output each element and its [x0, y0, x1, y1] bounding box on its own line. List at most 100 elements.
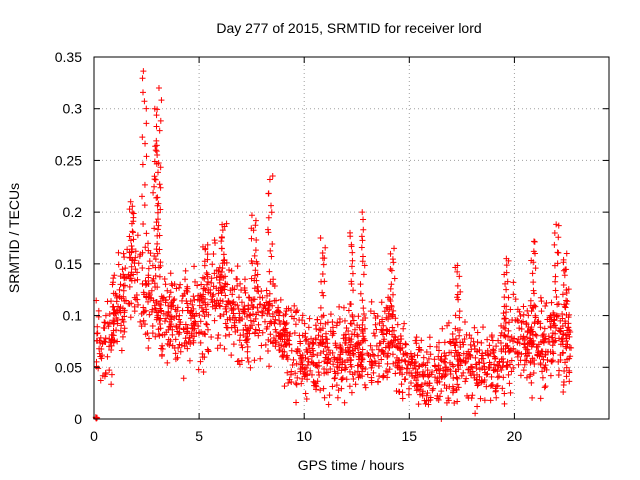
data-point — [442, 370, 449, 377]
data-point — [501, 400, 508, 407]
data-point — [317, 340, 324, 347]
data-point — [322, 244, 329, 251]
data-point — [235, 306, 242, 313]
data-point — [196, 312, 203, 319]
data-point — [383, 368, 390, 375]
data-point — [249, 301, 256, 308]
data-point — [253, 237, 260, 244]
data-point — [167, 338, 174, 345]
data-point — [361, 262, 368, 269]
data-point — [360, 305, 367, 312]
data-point — [388, 281, 395, 288]
data-point — [164, 359, 171, 366]
data-point — [276, 341, 283, 348]
data-point — [152, 283, 159, 290]
data-point — [514, 353, 521, 360]
data-point — [259, 329, 266, 336]
data-point — [340, 304, 347, 311]
data-point — [268, 320, 275, 327]
data-point — [402, 341, 409, 348]
data-point — [100, 324, 107, 331]
data-point — [540, 331, 547, 338]
data-point — [419, 388, 426, 395]
data-point — [152, 143, 159, 150]
data-point — [431, 356, 438, 363]
data-point — [371, 332, 378, 339]
data-point — [369, 362, 376, 369]
data-point — [174, 354, 181, 361]
data-point — [422, 400, 429, 407]
data-point — [255, 332, 262, 339]
data-point — [142, 140, 149, 147]
data-point — [520, 367, 527, 374]
data-point — [359, 297, 366, 304]
data-point — [96, 345, 103, 352]
data-point — [277, 321, 284, 328]
plot-frame — [93, 56, 610, 420]
data-point — [492, 366, 499, 373]
data-point — [134, 232, 141, 239]
data-point — [457, 288, 464, 295]
data-point — [462, 378, 469, 385]
data-point — [95, 307, 102, 314]
data-point — [211, 270, 218, 277]
data-point — [451, 353, 458, 360]
data-point — [401, 357, 408, 364]
data-point — [141, 202, 148, 209]
data-point — [310, 378, 317, 385]
data-point — [551, 241, 558, 248]
data-point — [111, 318, 118, 325]
data-point — [267, 247, 274, 254]
data-point — [345, 349, 352, 356]
data-point — [252, 222, 259, 229]
data-point — [367, 308, 374, 315]
data-point — [542, 303, 549, 310]
data-point — [427, 343, 434, 350]
data-point — [320, 261, 327, 268]
data-point — [256, 327, 263, 334]
y-tick-label: 0.35 — [55, 49, 82, 65]
data-point — [166, 342, 173, 349]
data-point — [202, 301, 209, 308]
data-point — [552, 325, 559, 332]
data-point — [155, 85, 162, 92]
data-point — [200, 291, 207, 298]
data-point — [555, 358, 562, 365]
data-point — [333, 382, 340, 389]
data-point — [293, 399, 300, 406]
data-point — [371, 352, 378, 359]
data-point — [323, 351, 330, 358]
data-point — [427, 351, 434, 358]
data-point — [507, 306, 514, 313]
data-point — [270, 339, 277, 346]
data-point — [172, 336, 179, 343]
y-tick-label: 0.25 — [55, 152, 82, 168]
data-point — [549, 342, 556, 349]
data-point — [435, 397, 442, 404]
data-point — [523, 374, 530, 381]
data-point — [329, 349, 336, 356]
data-point — [225, 298, 232, 305]
data-point — [154, 250, 161, 257]
data-point — [503, 286, 510, 293]
data-point — [348, 336, 355, 343]
data-point — [310, 351, 317, 358]
data-point — [425, 401, 432, 408]
data-point — [396, 357, 403, 364]
data-point — [267, 331, 274, 338]
data-point — [289, 361, 296, 368]
data-point — [246, 294, 253, 301]
data-point — [150, 189, 157, 196]
data-point — [413, 334, 420, 341]
data-point — [222, 280, 229, 287]
data-point — [452, 342, 459, 349]
data-point — [141, 308, 148, 315]
data-point — [423, 397, 430, 404]
data-point — [563, 266, 570, 273]
data-point — [117, 273, 124, 280]
data-point — [104, 353, 111, 360]
data-point — [456, 314, 463, 321]
data-point — [126, 233, 133, 240]
data-point — [221, 345, 228, 352]
data-point — [540, 339, 547, 346]
